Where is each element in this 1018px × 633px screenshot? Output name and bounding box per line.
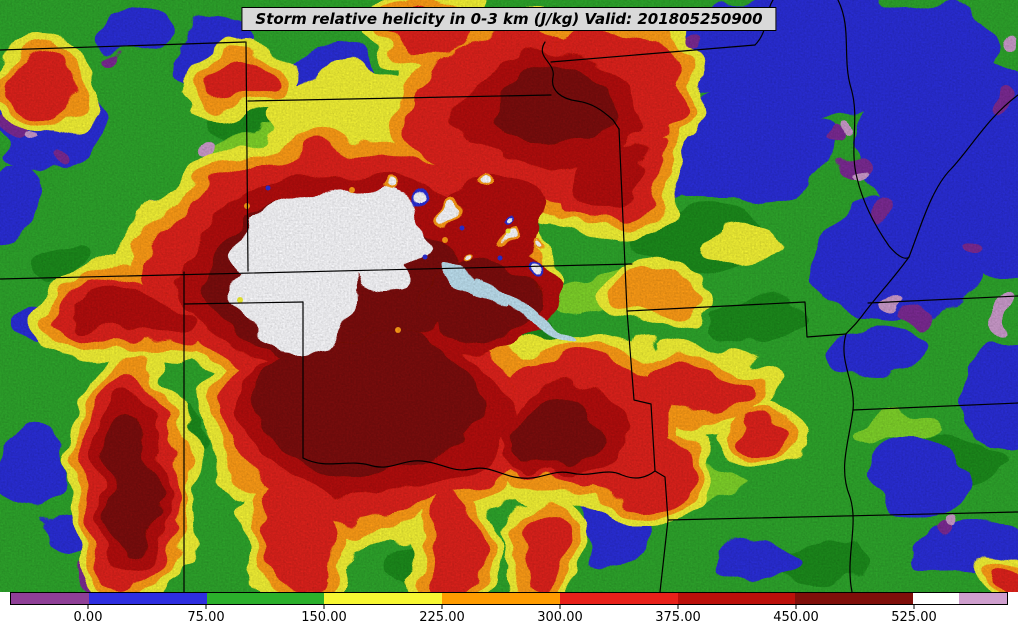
colorbar-segment xyxy=(559,593,678,604)
colorbar-segment xyxy=(324,593,443,604)
mississippi-river-upper xyxy=(837,0,910,259)
colorbar-tick xyxy=(87,605,89,609)
plot-title: Storm relative helicity in 0-3 km (J/kg)… xyxy=(241,7,777,31)
border-ok-ar xyxy=(626,310,656,472)
border-ar-la-ms-la xyxy=(667,511,1018,521)
colorbar-tick xyxy=(559,605,561,609)
colorbar-segment xyxy=(795,593,914,604)
border-ks-mo xyxy=(618,128,628,312)
border-102w-co-ks xyxy=(245,41,249,272)
border-tn-ms xyxy=(852,402,1018,411)
colorbar-segment xyxy=(11,593,89,604)
colorbar-segments xyxy=(10,592,1008,605)
colorbar-tick-label: 525.00 xyxy=(891,610,937,625)
colorbar-tick-label: 375.00 xyxy=(655,610,701,625)
border-ia-mo xyxy=(550,44,756,63)
border-40n-ks-ne xyxy=(247,94,552,102)
ohio-river xyxy=(908,94,1018,258)
colorbar-tick-label: 0.00 xyxy=(73,610,103,625)
colorbar-tick xyxy=(323,605,325,609)
border-ky-tn xyxy=(867,295,1018,304)
colorbar-segment xyxy=(442,593,560,604)
colorbar-segment xyxy=(677,593,796,604)
border-mo-ar-bootheel xyxy=(626,301,847,338)
colorbar-segment xyxy=(913,593,959,604)
border-ok-panhandle-south xyxy=(183,301,304,305)
colorbar-segment xyxy=(88,593,207,604)
colorbar-tick-label: 300.00 xyxy=(537,610,583,625)
colorbar-tick-label: 75.00 xyxy=(187,610,225,625)
helicity-map xyxy=(0,0,1018,592)
colorbar-tick-label: 225.00 xyxy=(419,610,465,625)
mississippi-river-lower xyxy=(843,333,854,592)
border-tx-ar-la xyxy=(654,470,669,592)
field-texture-noise xyxy=(0,0,1018,592)
colorbar-tick xyxy=(913,605,915,609)
colorbar-tick-label: 150.00 xyxy=(301,610,347,625)
mississippi-river-mid xyxy=(845,256,910,335)
colorbar-segment xyxy=(206,593,325,604)
border-41n-co-ne xyxy=(0,41,246,51)
red-river-tx-ok xyxy=(302,457,656,479)
colorbar-tick-label: 450.00 xyxy=(773,610,819,625)
border-37n-co-nm-ks-ok xyxy=(0,263,633,280)
colorbar-tick xyxy=(795,605,797,609)
colorbar-tick xyxy=(441,605,443,609)
colorbar-ticks: 0.00 75.00 150.00 225.00 300.00 375.00 450.00 5… xyxy=(10,605,1008,633)
missouri-river-ks xyxy=(541,41,620,130)
state-borders xyxy=(0,0,1018,592)
colorbar: 0.00 75.00 150.00 225.00 300.00 375.00 450.00 5… xyxy=(10,592,1008,633)
colorbar-tick xyxy=(205,605,207,609)
colorbar-tick xyxy=(677,605,679,609)
colorbar-segment xyxy=(958,593,1007,604)
